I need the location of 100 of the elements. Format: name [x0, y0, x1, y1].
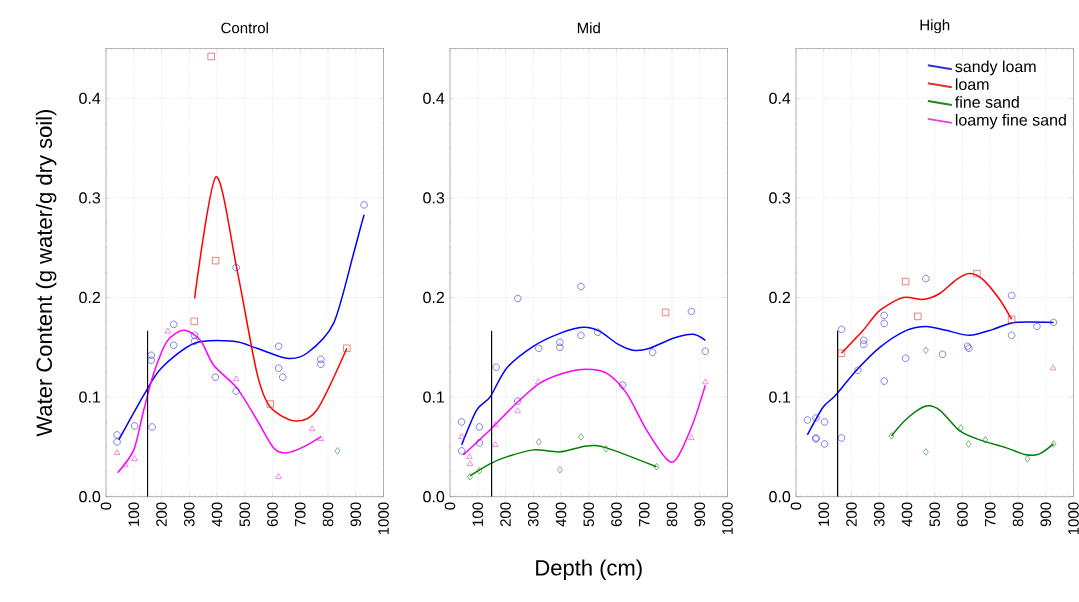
point: [923, 448, 929, 456]
line-series: [116, 329, 322, 474]
line-series: [890, 404, 1055, 457]
point: [556, 343, 564, 351]
point: [556, 338, 564, 346]
y-tick-label: 0.4: [79, 92, 101, 104]
point: [190, 331, 199, 339]
y-tick-label: 0.4: [423, 92, 445, 104]
point: [982, 436, 989, 444]
y-tick-label: 0.2: [423, 291, 444, 304]
point: [1050, 440, 1057, 448]
point: [343, 344, 351, 352]
y-tick-label: 0.0: [79, 491, 101, 503]
point: [854, 366, 862, 374]
x-axis-title: Depth (cm): [536, 559, 642, 580]
x-tick-label: 300: [527, 502, 539, 527]
point: [1008, 331, 1016, 339]
point: [492, 363, 500, 371]
point: [458, 447, 466, 455]
point: [577, 331, 585, 339]
x-tick-label: 400: [211, 502, 223, 527]
y-tick-label: 0.3: [769, 192, 791, 204]
point: [275, 364, 283, 372]
point: [619, 381, 627, 389]
point: [902, 354, 910, 362]
point: [837, 434, 846, 442]
x-tick-label: 1000: [1068, 502, 1079, 535]
y-tick-label: 0.1: [79, 391, 101, 403]
point: [212, 257, 220, 265]
point: [648, 348, 657, 356]
point: [275, 473, 282, 479]
x-tick-label: 200: [500, 502, 511, 527]
x-tick-label: 900: [350, 502, 362, 527]
point: [688, 434, 695, 440]
x-tick-label: 700: [638, 502, 650, 527]
point: [535, 378, 542, 385]
point: [922, 274, 930, 283]
y-tick-label: 0.3: [79, 192, 101, 204]
point: [603, 445, 609, 453]
point: [880, 319, 888, 327]
x-tick-label: 300: [873, 502, 885, 527]
point: [113, 449, 121, 455]
point: [475, 439, 484, 447]
line-series: [806, 321, 1055, 436]
x-tick-label: 200: [156, 502, 167, 527]
point: [702, 378, 709, 385]
point: [190, 337, 199, 345]
point: [557, 466, 563, 474]
line-series: [118, 214, 365, 441]
point: [687, 307, 696, 316]
y-tick-label: 0.0: [769, 491, 791, 503]
x-tick-label: 300: [183, 502, 195, 527]
x-tick-label: 700: [294, 502, 306, 527]
x-tick-label: 900: [1040, 502, 1052, 527]
point: [211, 373, 219, 381]
x-tick-label: 100: [818, 502, 830, 526]
x-tick-label: 600: [611, 502, 622, 527]
point: [938, 350, 947, 358]
point: [514, 294, 522, 303]
point: [837, 349, 846, 357]
point: [233, 375, 240, 382]
legend-label: loam: [955, 78, 989, 91]
x-tick-label: 700: [984, 502, 996, 527]
x-tick-label: 400: [555, 502, 567, 527]
y-axis-title: Water Content (g water/g dry soil): [35, 109, 57, 437]
point: [653, 463, 660, 471]
point: [880, 311, 888, 320]
point: [1008, 291, 1016, 300]
point: [535, 344, 543, 352]
point: [232, 387, 240, 395]
y-tick-label: 0.2: [79, 291, 101, 304]
point: [131, 455, 138, 461]
point: [164, 327, 172, 334]
point: [577, 282, 585, 291]
y-tick-label: 0.1: [423, 391, 445, 403]
point: [902, 277, 910, 286]
point: [536, 438, 542, 446]
x-tick-label: 800: [666, 502, 678, 527]
point: [1024, 455, 1031, 463]
y-tick-label: 0.2: [769, 291, 790, 304]
y-tick-label: 0.4: [769, 92, 791, 104]
legend-label: fine sand: [955, 96, 1019, 108]
x-tick-label: 600: [267, 502, 278, 527]
point: [309, 425, 316, 431]
x-tick-label: 100: [128, 502, 140, 526]
point: [466, 453, 473, 459]
point: [148, 423, 156, 431]
chart-title: High: [920, 19, 950, 34]
line-series: [460, 326, 707, 446]
point: [458, 418, 466, 426]
point: [860, 340, 868, 348]
point: [914, 312, 922, 321]
point: [1033, 322, 1041, 330]
x-tick-label: 0: [790, 502, 802, 510]
point: [662, 308, 670, 317]
point: [360, 201, 368, 209]
line-series: [840, 272, 1013, 355]
point: [1049, 364, 1057, 371]
point: [466, 460, 474, 466]
point: [1049, 318, 1058, 326]
